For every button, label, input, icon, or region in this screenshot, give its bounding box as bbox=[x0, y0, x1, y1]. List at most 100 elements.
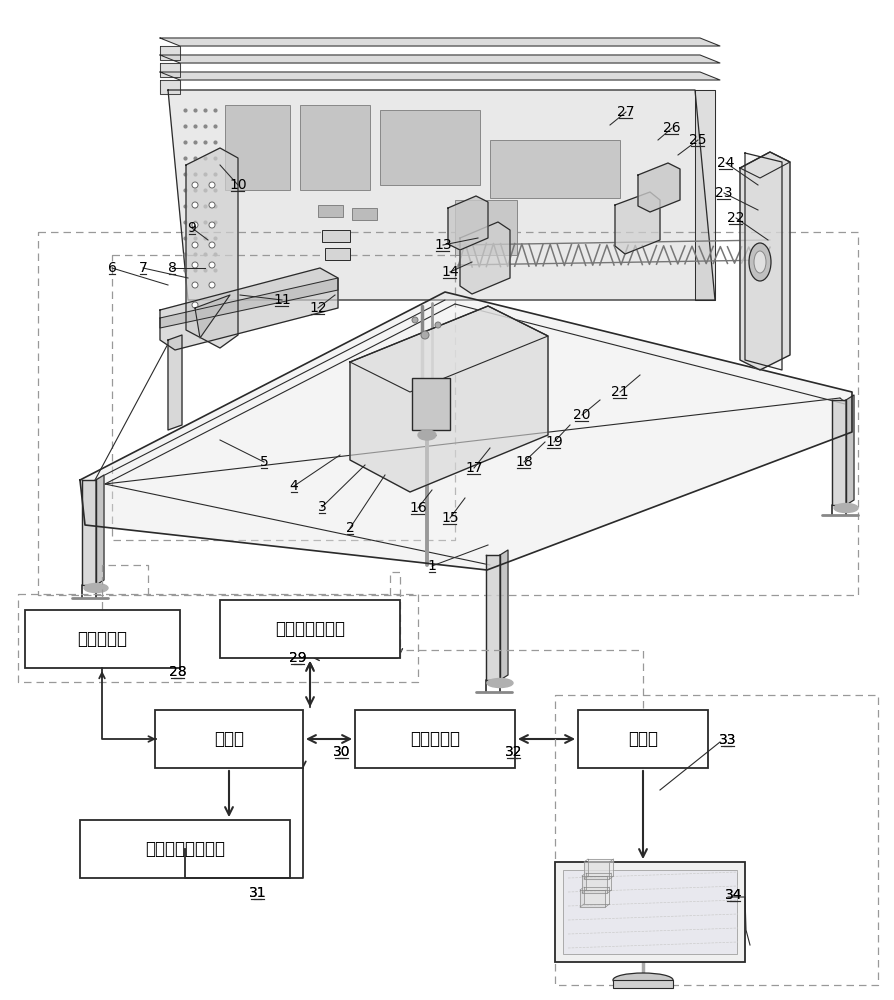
Polygon shape bbox=[160, 63, 180, 77]
Bar bbox=[554, 862, 744, 962]
Text: 30: 30 bbox=[333, 745, 350, 759]
Polygon shape bbox=[586, 873, 611, 890]
Bar bbox=[489, 140, 620, 198]
Text: 18: 18 bbox=[515, 455, 532, 469]
Text: 26: 26 bbox=[662, 121, 680, 135]
Polygon shape bbox=[460, 222, 510, 294]
Circle shape bbox=[192, 182, 198, 188]
Bar bbox=[80, 820, 290, 878]
Text: 10: 10 bbox=[229, 178, 247, 192]
Polygon shape bbox=[614, 192, 659, 254]
Circle shape bbox=[192, 262, 198, 268]
Text: 1: 1 bbox=[427, 559, 436, 573]
Bar bbox=[224, 105, 290, 190]
Circle shape bbox=[209, 222, 215, 228]
Ellipse shape bbox=[417, 430, 435, 440]
Ellipse shape bbox=[486, 678, 512, 688]
Polygon shape bbox=[160, 278, 338, 328]
Polygon shape bbox=[82, 480, 96, 585]
Text: 9: 9 bbox=[188, 221, 196, 235]
Bar bbox=[411, 378, 450, 430]
Polygon shape bbox=[581, 876, 607, 893]
Text: 21: 21 bbox=[611, 385, 628, 399]
Text: 22: 22 bbox=[727, 211, 744, 225]
Polygon shape bbox=[500, 550, 508, 680]
Bar bbox=[351, 208, 376, 220]
Polygon shape bbox=[584, 887, 609, 904]
Bar bbox=[317, 205, 342, 217]
Text: 34: 34 bbox=[724, 888, 742, 902]
Bar bbox=[562, 870, 736, 954]
Polygon shape bbox=[186, 148, 238, 348]
Text: 29: 29 bbox=[289, 651, 307, 665]
Polygon shape bbox=[350, 306, 547, 492]
Text: 4: 4 bbox=[290, 479, 298, 493]
Text: 2: 2 bbox=[345, 521, 354, 535]
Circle shape bbox=[420, 331, 428, 339]
Ellipse shape bbox=[748, 243, 770, 281]
Text: 31: 31 bbox=[249, 886, 266, 900]
Ellipse shape bbox=[84, 584, 108, 592]
Text: 12: 12 bbox=[308, 301, 326, 315]
Bar bbox=[612, 980, 672, 988]
Polygon shape bbox=[845, 395, 853, 505]
Bar bbox=[155, 710, 303, 768]
Polygon shape bbox=[584, 862, 609, 879]
Bar bbox=[380, 110, 479, 185]
Polygon shape bbox=[739, 152, 789, 178]
Polygon shape bbox=[744, 153, 781, 370]
Circle shape bbox=[192, 222, 198, 228]
Bar bbox=[355, 710, 514, 768]
Text: 29: 29 bbox=[289, 651, 307, 665]
Text: 20: 20 bbox=[573, 408, 590, 422]
Text: 32: 32 bbox=[505, 745, 522, 759]
Text: 33: 33 bbox=[719, 733, 736, 747]
Polygon shape bbox=[485, 555, 500, 680]
Text: 32: 32 bbox=[505, 745, 522, 759]
Bar bbox=[299, 105, 369, 190]
Text: 伺服电机驱动器: 伺服电机驱动器 bbox=[274, 620, 344, 638]
Text: 27: 27 bbox=[617, 105, 634, 119]
Text: 15: 15 bbox=[441, 511, 459, 525]
Text: 计算机: 计算机 bbox=[628, 730, 657, 748]
Text: 23: 23 bbox=[714, 186, 732, 200]
Circle shape bbox=[209, 242, 215, 248]
Text: 运动控制卡: 运动控制卡 bbox=[409, 730, 460, 748]
Polygon shape bbox=[168, 90, 714, 300]
Text: 34: 34 bbox=[724, 888, 742, 902]
Polygon shape bbox=[695, 90, 714, 300]
Text: 28: 28 bbox=[169, 665, 187, 679]
Polygon shape bbox=[587, 859, 612, 876]
Ellipse shape bbox=[753, 251, 765, 273]
Bar bbox=[220, 600, 400, 658]
Ellipse shape bbox=[612, 973, 672, 987]
Circle shape bbox=[192, 202, 198, 208]
Bar bbox=[25, 610, 180, 668]
Circle shape bbox=[209, 262, 215, 268]
Polygon shape bbox=[160, 268, 338, 350]
Circle shape bbox=[209, 182, 215, 188]
Circle shape bbox=[411, 317, 417, 323]
Text: 24: 24 bbox=[716, 156, 734, 170]
Text: 11: 11 bbox=[273, 293, 291, 307]
Text: 端子板: 端子板 bbox=[214, 730, 244, 748]
Bar bbox=[325, 248, 350, 260]
Text: 14: 14 bbox=[441, 265, 459, 279]
Text: 16: 16 bbox=[409, 501, 426, 515]
Polygon shape bbox=[448, 196, 487, 250]
Text: 8: 8 bbox=[167, 261, 176, 275]
Polygon shape bbox=[168, 335, 181, 430]
Text: 6: 6 bbox=[107, 261, 116, 275]
Polygon shape bbox=[96, 475, 104, 585]
Text: 19: 19 bbox=[544, 435, 562, 449]
Text: 3: 3 bbox=[317, 500, 326, 514]
Polygon shape bbox=[350, 306, 547, 392]
Polygon shape bbox=[160, 46, 180, 60]
Polygon shape bbox=[160, 38, 719, 46]
Text: 7: 7 bbox=[139, 261, 148, 275]
Polygon shape bbox=[80, 292, 851, 570]
Text: 5: 5 bbox=[259, 455, 268, 469]
Polygon shape bbox=[160, 80, 180, 94]
Ellipse shape bbox=[833, 504, 857, 512]
Polygon shape bbox=[637, 163, 679, 212]
